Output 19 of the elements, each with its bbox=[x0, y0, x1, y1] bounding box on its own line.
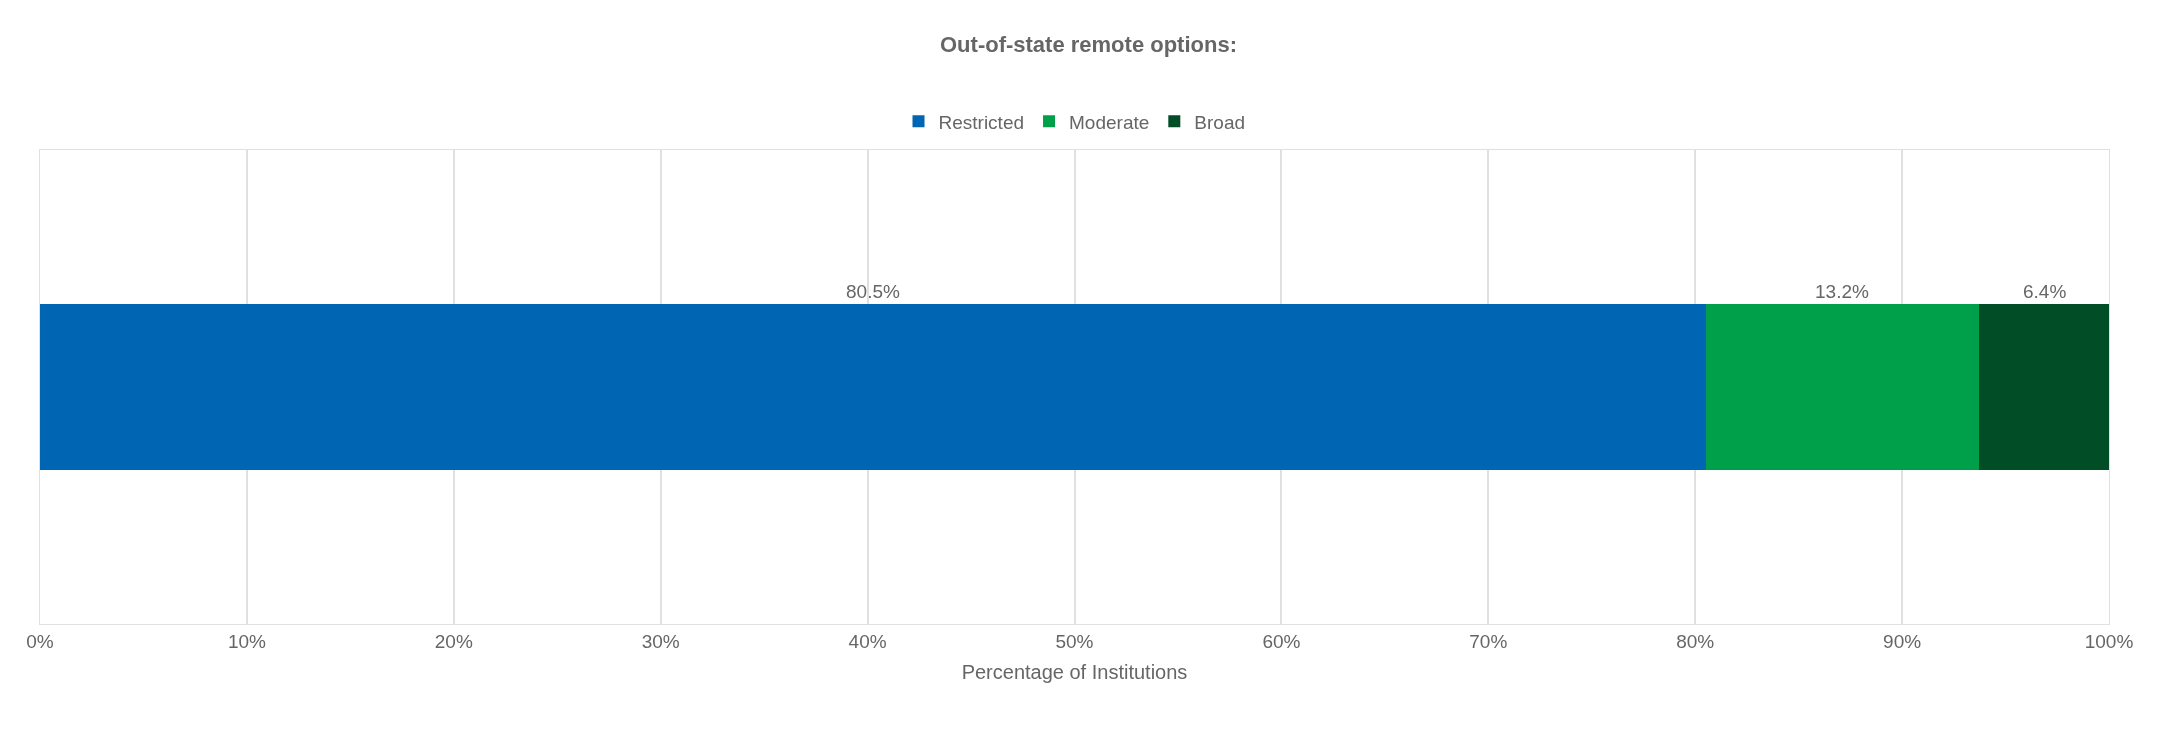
x-tick-label: 40% bbox=[848, 630, 887, 652]
data-label: 6.4% bbox=[2023, 281, 2067, 302]
x-tick-label: 10% bbox=[227, 630, 267, 652]
data-label: 80.5% bbox=[846, 281, 900, 302]
x-tick-label: 100% bbox=[2084, 630, 2134, 652]
x-tick-label: 50% bbox=[1055, 630, 1094, 652]
x-tick-label: 0% bbox=[26, 630, 54, 652]
x-tick-label: 70% bbox=[1469, 630, 1508, 652]
legend-label: Moderate bbox=[1069, 111, 1150, 133]
x-tick-label: 30% bbox=[641, 630, 680, 652]
x-axis-title: Percentage of Institutions bbox=[961, 661, 1188, 684]
x-tick-label: 90% bbox=[1883, 630, 1922, 652]
chart-title: Out-of-state remote options: bbox=[940, 32, 1237, 58]
data-label: 13.2% bbox=[1815, 281, 1869, 302]
x-tick-label: 80% bbox=[1676, 630, 1715, 652]
legend-label: Restricted bbox=[938, 111, 1025, 133]
x-tick-label: 60% bbox=[1262, 630, 1301, 652]
x-tick-label: 20% bbox=[434, 630, 473, 652]
legend-label: Broad bbox=[1194, 111, 1246, 133]
